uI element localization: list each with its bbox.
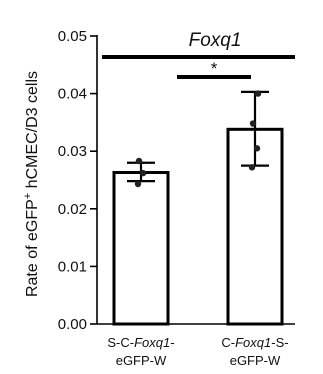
y-tick-label: 0.03	[58, 143, 87, 160]
category-label-post: -S-	[271, 335, 288, 350]
y-tick-label: 0.01	[58, 258, 87, 275]
category-label-line2: eGFP-W	[230, 353, 281, 368]
category-label-line1: S-C-Foxq1-	[107, 335, 174, 350]
data-point	[254, 90, 262, 97]
y-axis-label: Rate of eGFP+ hCMEC/D3 cells	[22, 71, 41, 297]
bars-group	[112, 90, 284, 326]
category-label-gene: Foxq1	[134, 335, 170, 350]
chart-title: Foxq1	[189, 30, 242, 51]
category-label-post: -	[170, 335, 174, 350]
y-tick-label: 0.02	[58, 201, 87, 218]
y-axis-label-superscript: +	[22, 193, 34, 199]
y-tick-label: 0.00	[58, 316, 87, 333]
data-point	[139, 169, 147, 177]
significance-label: *	[211, 59, 218, 78]
category-label-gene: Foxq1	[235, 335, 271, 350]
data-point	[134, 180, 142, 188]
y-axis-label-suffix: hCMEC/D3 cells	[24, 71, 41, 193]
category-label-line1: C-Foxq1-S-	[221, 335, 288, 350]
y-axis-label-prefix: Rate of eGFP	[24, 199, 41, 297]
y-tick-label: 0.04	[58, 86, 87, 103]
bar	[112, 171, 170, 326]
data-point	[253, 145, 261, 152]
significance-group: *	[102, 55, 295, 79]
y-tick-label: 0.05	[58, 28, 87, 45]
category-label-pre: S-C-	[107, 335, 134, 350]
data-point	[248, 164, 256, 171]
category-label-pre: C-	[221, 335, 235, 350]
data-point	[135, 157, 143, 165]
data-point	[249, 120, 257, 127]
category-label-line2: eGFP-W	[116, 353, 167, 368]
category-labels: S-C-Foxq1-eGFP-WC-Foxq1-S-eGFP-W	[107, 335, 288, 368]
